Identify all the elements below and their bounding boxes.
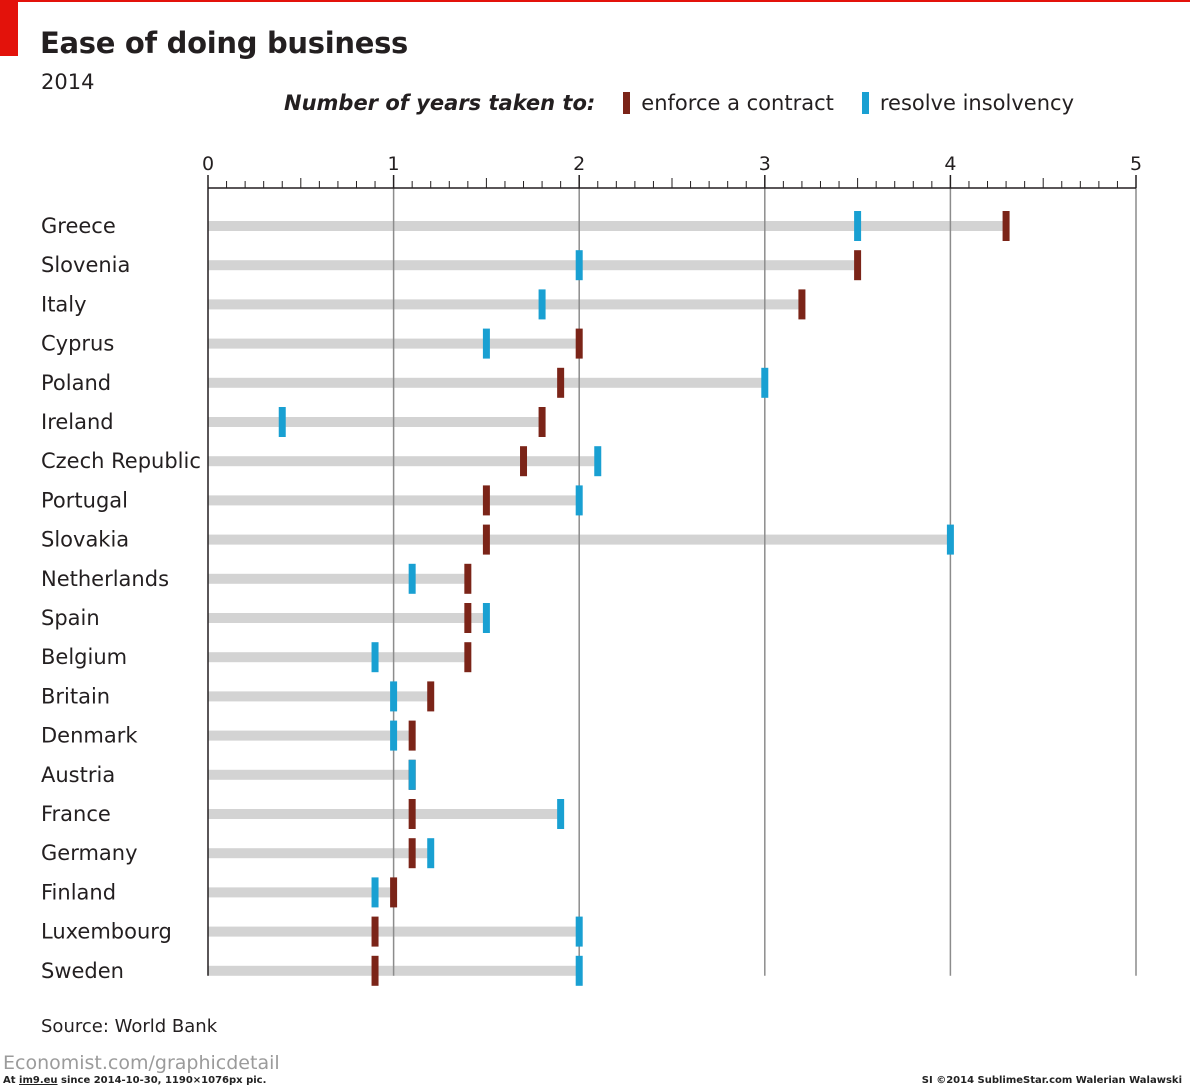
range-bar [208,691,431,702]
country-label: Denmark [41,724,138,748]
enforce-marker [408,799,416,829]
insolvency-marker [427,838,435,869]
enforce-marker [408,720,416,751]
range-bar [208,221,1007,231]
range-bar [208,848,431,859]
enforce-marker [371,955,379,986]
insolvency-marker [557,799,565,829]
range-bar [208,573,468,584]
enforce-marker [427,681,435,712]
insolvency-marker [482,603,490,633]
enforce-marker [408,838,416,869]
country-label: Belgium [41,645,127,669]
enforce-marker [482,524,490,555]
range-bar [208,613,487,623]
range-bar [208,652,468,663]
range-bar [208,809,561,819]
chart-title: Ease of doing business [40,26,409,60]
insolvency-marker [575,955,583,986]
enforce-marker [371,916,379,947]
host-prefix: At [3,1075,20,1086]
insolvency-marker [408,563,416,594]
legend-swatch-insolvency [861,92,869,114]
insolvency-marker [575,916,583,947]
legend-label-insolvency: resolve insolvency [879,91,1074,115]
insolvency-marker [594,446,602,477]
enforce-marker [464,603,472,633]
range-bar [208,417,543,427]
country-label: Cyprus [41,332,114,356]
credit-note: SI ©2014 SublimeStar.com Walerian Walaws… [921,1075,1182,1086]
insolvency-marker [946,524,954,555]
country-label: Poland [41,371,111,395]
country-label: Ireland [41,410,114,434]
country-label: Portugal [41,488,128,512]
country-label: Austria [41,763,115,787]
insolvency-marker [482,328,490,359]
range-bar [208,377,765,388]
source-note: Source: World Bank [41,1016,218,1037]
legend-heading: Number of years taken to: [284,91,596,115]
country-label: Slovenia [41,253,130,277]
country-label: Luxembourg [41,920,172,944]
insolvency-marker [408,759,416,790]
host-suffix: since 2014-10-30, 1190×1076px pic. [57,1075,267,1086]
enforce-marker [538,407,546,437]
country-label: Finland [41,880,116,904]
insolvency-marker [371,877,379,908]
insolvency-marker [371,642,379,673]
range-bar [208,769,413,780]
range-bar [208,887,394,898]
country-label: Britain [41,684,110,708]
country-label: Sweden [41,959,124,983]
tick-label: 1 [388,153,400,175]
enforce-marker [464,563,472,594]
insolvency-marker [390,681,398,712]
insolvency-marker [761,367,769,398]
range-bar [208,456,598,467]
country-label: Czech Republic [41,449,201,473]
enforce-marker [557,367,565,398]
country-label: Italy [41,292,87,316]
insolvency-marker [575,250,583,281]
country-label: Germany [41,841,138,865]
insolvency-marker [390,720,398,751]
brand-tag [0,0,18,56]
country-label: France [41,802,111,826]
chart-subtitle: 2014 [41,70,95,94]
range-bar [208,299,802,310]
country-label: Slovakia [41,528,129,552]
country-label: Spain [41,606,100,630]
insolvency-marker [575,485,583,516]
chart-plot: 0 1 2 3 4 5 Greece Slovenia Italy Cyprus Poland Ire… [41,153,1142,986]
legend: Number of years taken to: enforce a cont… [284,88,1074,118]
insolvency-marker [278,407,286,437]
tick-label: 2 [573,153,585,175]
tick-label: 3 [759,153,771,175]
range-bar [208,260,858,271]
host-note: At im9.eu since 2014-10-30, 1190×1076px … [3,1075,266,1086]
site-link[interactable]: Economist.com/graphicdetail [3,1052,280,1074]
enforce-marker [1002,211,1010,241]
enforce-marker [854,250,862,281]
insolvency-marker [538,289,546,320]
range-bar [208,730,413,741]
country-label: Greece [41,214,116,238]
legend-label-enforce: enforce a contract [641,91,834,115]
enforce-marker [798,289,806,320]
tick-label: 0 [202,153,214,175]
enforce-marker [464,642,472,673]
host-link[interactable]: im9.eu [19,1075,58,1086]
enforce-marker [390,877,398,908]
country-label: Netherlands [41,567,169,591]
tick-label: 5 [1130,153,1142,175]
legend-swatch-enforce [623,92,631,114]
enforce-marker [520,446,528,477]
tick-label: 4 [944,153,956,175]
enforce-marker [482,485,490,516]
insolvency-marker [854,211,862,241]
enforce-marker [575,328,583,359]
top-rule [0,0,1190,2]
